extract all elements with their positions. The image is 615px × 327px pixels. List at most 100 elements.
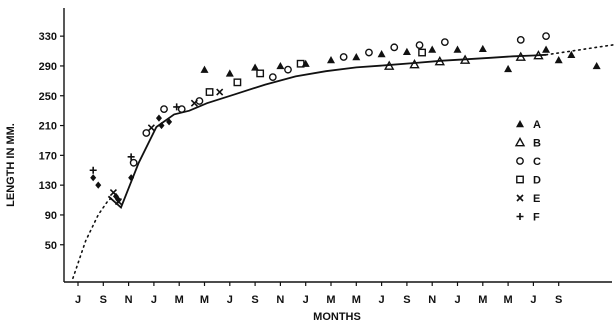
data-point-e bbox=[190, 99, 198, 107]
data-point-a bbox=[478, 44, 487, 53]
data-point-unlabeled bbox=[158, 121, 165, 130]
data-point-a bbox=[453, 45, 462, 53]
data-point-c bbox=[268, 73, 277, 82]
y-tick-label: 90 bbox=[45, 210, 57, 222]
data-point-a bbox=[276, 61, 285, 70]
x-tick-label: M bbox=[326, 294, 335, 306]
data-point-a bbox=[428, 45, 437, 53]
data-point-a bbox=[504, 64, 513, 73]
data-point-unlabeled bbox=[95, 181, 102, 189]
x-tick-label: J bbox=[454, 294, 460, 306]
data-point-unlabeled bbox=[155, 114, 162, 122]
y-ticks: 50 90 130 170 210 250 290 330 bbox=[39, 31, 64, 252]
data-point-a bbox=[542, 45, 551, 53]
data-point-b bbox=[533, 50, 544, 60]
data-point-d bbox=[233, 78, 242, 87]
data-point-b bbox=[515, 51, 526, 61]
x-tick-label: M bbox=[352, 294, 361, 306]
data-point-f bbox=[127, 153, 135, 161]
data-point-c bbox=[177, 105, 186, 114]
data-point-b bbox=[459, 54, 471, 64]
dotted-curve-start bbox=[72, 193, 120, 280]
fitted-growth-line bbox=[107, 53, 547, 210]
data-point-c bbox=[542, 32, 550, 41]
data-point-c bbox=[365, 48, 373, 57]
data-point-a bbox=[567, 50, 576, 58]
y-tick-label: 330 bbox=[39, 31, 57, 43]
legend-marker-a bbox=[516, 120, 524, 128]
data-point-a bbox=[200, 65, 209, 73]
x-tick-label: J bbox=[379, 294, 385, 306]
x-tick-label: N bbox=[125, 294, 133, 306]
x-tick-label: M bbox=[504, 294, 513, 306]
data-point-a bbox=[377, 50, 386, 58]
data-point-e bbox=[216, 88, 224, 96]
data-point-c bbox=[440, 38, 449, 47]
data-point-b bbox=[409, 59, 420, 69]
legend-marker-c bbox=[516, 157, 524, 165]
data-point-d bbox=[256, 69, 265, 78]
y-tick-label: 50 bbox=[45, 240, 57, 252]
legend-label-c: C bbox=[533, 156, 541, 168]
data-point-a bbox=[592, 61, 601, 70]
legend-marker-d bbox=[516, 175, 524, 184]
data-point-c bbox=[390, 43, 399, 52]
x-tick-label: J bbox=[530, 294, 536, 306]
data-point-unlabeled bbox=[90, 174, 97, 182]
data-point-a bbox=[225, 69, 234, 77]
x-tick-label: M bbox=[175, 294, 184, 306]
data-point-a bbox=[251, 63, 260, 71]
data-point-a bbox=[402, 47, 411, 55]
x-tick-label: S bbox=[100, 294, 107, 306]
x-axis-title: MONTHS bbox=[313, 311, 361, 323]
y-tick-label: 250 bbox=[39, 91, 57, 103]
data-point-a bbox=[352, 53, 361, 61]
x-tick-label: J bbox=[303, 294, 309, 306]
x-tick-label: S bbox=[403, 294, 410, 306]
data-point-a bbox=[554, 55, 563, 64]
data-point-unlabeled bbox=[115, 196, 122, 204]
data-point-f bbox=[89, 166, 97, 174]
data-point-c bbox=[142, 129, 151, 137]
data-point-c bbox=[284, 65, 292, 74]
legend-label-f: F bbox=[533, 212, 540, 224]
data-point-unlabeled bbox=[128, 174, 135, 182]
x-tick-label: M bbox=[200, 294, 209, 306]
y-tick-label: 290 bbox=[39, 61, 57, 73]
legend-marker-f bbox=[516, 213, 524, 220]
data-point-f bbox=[173, 103, 181, 111]
axes bbox=[63, 8, 612, 283]
x-tick-label: N bbox=[276, 294, 284, 306]
data-point-d bbox=[296, 59, 305, 68]
data-point-e bbox=[147, 124, 155, 132]
x-tick-label: S bbox=[555, 294, 562, 306]
data-point-c bbox=[516, 35, 525, 44]
legend-label-b: B bbox=[533, 138, 541, 150]
x-tick-label: S bbox=[251, 294, 258, 306]
data-point-d bbox=[205, 88, 214, 96]
legend-label-a: A bbox=[533, 119, 541, 131]
data-point-unlabeled bbox=[166, 118, 173, 126]
x-tick-label: J bbox=[227, 294, 233, 306]
y-axis-title: LENGTH IN MM. bbox=[5, 123, 17, 207]
x-tick-label: J bbox=[75, 294, 81, 306]
y-tick-label: 210 bbox=[39, 121, 57, 133]
data-point-c bbox=[339, 53, 348, 61]
y-tick-label: 170 bbox=[39, 150, 57, 162]
data-point-d bbox=[418, 48, 426, 57]
x-tick-label: M bbox=[478, 294, 487, 306]
legend-marker-b bbox=[514, 137, 526, 147]
data-point-b bbox=[384, 60, 395, 70]
data-point-a bbox=[327, 55, 335, 64]
data-point-c bbox=[129, 158, 138, 167]
data-point-c bbox=[160, 105, 168, 114]
x-tick-label: J bbox=[151, 294, 157, 306]
x-tick-label: N bbox=[428, 294, 436, 306]
data-point-b bbox=[434, 56, 445, 66]
y-tick-label: 130 bbox=[39, 180, 57, 192]
dotted-curve-tail bbox=[545, 43, 615, 56]
data-point-c bbox=[415, 41, 424, 49]
